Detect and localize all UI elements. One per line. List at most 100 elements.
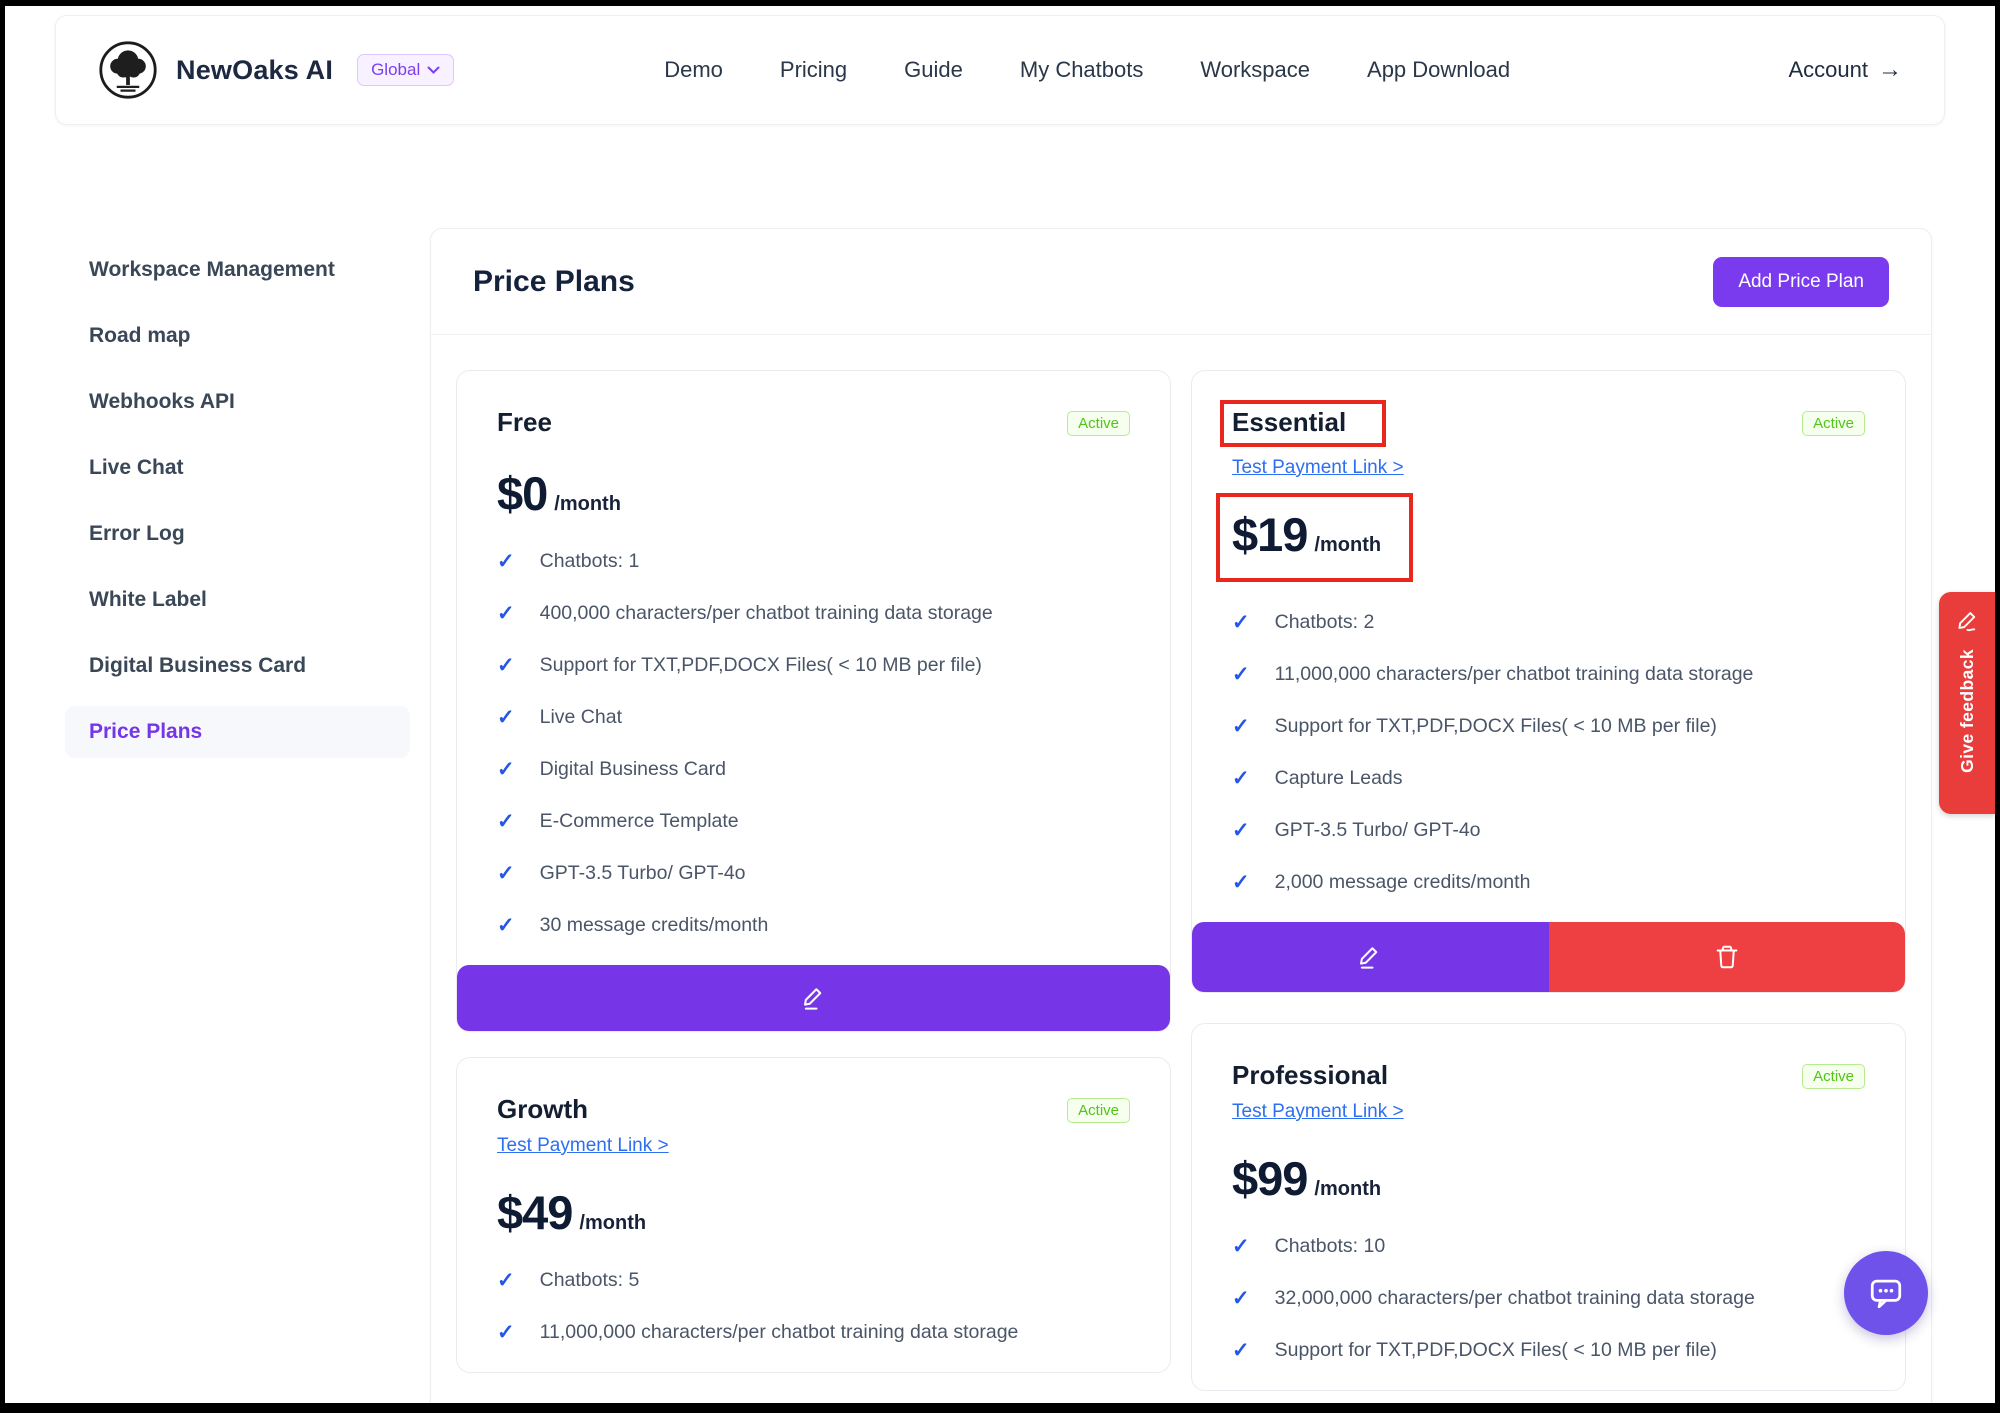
nav-link-app-download[interactable]: App Download [1367, 57, 1511, 82]
feedback-pencil-icon [1957, 612, 1975, 632]
plan-price: $99 [1232, 1152, 1308, 1205]
page: NewOaks AI Global Demo Pricing Guide My … [5, 6, 1995, 1403]
give-feedback-tab[interactable]: Give feedback [1939, 592, 1995, 814]
chevron-down-icon [427, 66, 440, 74]
edit-plan-button[interactable] [1192, 922, 1549, 992]
add-price-plan-button[interactable]: Add Price Plan [1713, 256, 1889, 307]
chat-bubble-icon [1870, 1279, 1902, 1309]
check-icon: ✓ [1232, 1339, 1250, 1362]
feature-item: Support for TXT,PDF,DOCX Files( < 10 MB … [1274, 715, 1717, 737]
check-icon: ✓ [497, 550, 515, 573]
card-actions [1192, 922, 1905, 992]
nav-link-pricing[interactable]: Pricing [779, 57, 848, 82]
sidebar-item-price-plans[interactable]: Price Plans [65, 706, 410, 758]
feature-item: E-Commerce Template [539, 810, 739, 832]
check-icon: ✓ [497, 654, 515, 677]
feature-item: Live Chat [539, 706, 622, 728]
sidebar: Workspace Management Road map Webhooks A… [65, 244, 410, 772]
check-icon: ✓ [1232, 767, 1250, 790]
tree-logo-icon [99, 41, 157, 99]
plan-period: /month [554, 493, 621, 515]
status-badge: Active [1802, 1064, 1865, 1089]
sidebar-item-workspace-management[interactable]: Workspace Management [89, 258, 335, 281]
trash-icon [1716, 945, 1738, 969]
test-payment-link[interactable]: Test Payment Link > [1232, 1101, 1404, 1122]
account-label: Account [1788, 57, 1869, 82]
account-menu[interactable]: Account → [1789, 56, 1903, 84]
plan-price: $49 [497, 1186, 573, 1239]
check-icon: ✓ [497, 602, 515, 625]
plan-card-essential: Essential Active Test Payment Link > $19… [1191, 370, 1906, 993]
plan-name: Professional [1232, 1060, 1389, 1090]
arrow-right-icon: → [1878, 56, 1902, 83]
sidebar-item-white-label[interactable]: White Label [89, 588, 207, 611]
feature-item: 32,000,000 characters/per chatbot traini… [1274, 1287, 1755, 1309]
sidebar-item-road-map[interactable]: Road map [89, 324, 191, 347]
check-icon: ✓ [1232, 611, 1250, 634]
check-icon: ✓ [497, 810, 515, 833]
check-icon: ✓ [1232, 663, 1250, 686]
feature-item: Chatbots: 1 [539, 550, 640, 572]
feature-item: 11,000,000 characters/per chatbot traini… [1274, 663, 1754, 685]
price-row: $0 /month [497, 466, 1130, 521]
sidebar-item-error-log[interactable]: Error Log [89, 522, 185, 545]
pencil-icon [803, 988, 821, 1010]
price-plans-panel: Price Plans Add Price Plan Free Active $… [430, 228, 1932, 1403]
nav-link-my-chatbots[interactable]: My Chatbots [1019, 57, 1144, 82]
top-navbar: NewOaks AI Global Demo Pricing Guide My … [55, 15, 1945, 125]
brand-name: NewOaks AI [176, 54, 334, 85]
sidebar-item-live-chat[interactable]: Live Chat [89, 456, 184, 479]
price-row: $49 /month [497, 1185, 1130, 1240]
check-icon: ✓ [1232, 1235, 1250, 1258]
nav-link-workspace[interactable]: Workspace [1200, 57, 1311, 82]
test-payment-link[interactable]: Test Payment Link > [497, 1135, 669, 1156]
check-icon: ✓ [497, 914, 515, 937]
feature-item: Chatbots: 2 [1274, 611, 1375, 633]
feature-item: Chatbots: 5 [539, 1269, 640, 1291]
sidebar-item-digital-business-card[interactable]: Digital Business Card [89, 654, 307, 677]
region-dropdown[interactable]: Global [357, 54, 455, 86]
check-icon: ✓ [497, 758, 515, 781]
plan-price: $0 [497, 467, 548, 520]
feature-item: Support for TXT,PDF,DOCX Files( < 10 MB … [539, 654, 982, 676]
sidebar-item-webhooks-api[interactable]: Webhooks API [89, 390, 235, 413]
test-payment-link[interactable]: Test Payment Link > [1232, 457, 1404, 478]
feature-list: ✓ Chatbots: 1 ✓ 400,000 characters/per cha… [497, 549, 1130, 938]
check-icon: ✓ [1232, 715, 1250, 738]
check-icon: ✓ [497, 706, 515, 729]
annotation-box-price: $19 /month [1216, 493, 1414, 582]
plan-period: /month [579, 1212, 647, 1234]
feature-list: ✓ Chatbots: 10 ✓ 32,000,000 characters/per… [1232, 1234, 1865, 1363]
panel-header: Price Plans Add Price Plan [431, 229, 1931, 335]
feature-item: 30 message credits/month [539, 914, 769, 936]
check-icon: ✓ [1232, 1287, 1250, 1310]
plan-name: Growth [497, 1094, 588, 1124]
plan-period: /month [1314, 1178, 1382, 1200]
plan-card-growth: Growth Active Test Payment Link > $49 /m… [456, 1057, 1171, 1373]
nav-link-demo[interactable]: Demo [664, 57, 723, 82]
annotation-box-title: Essential [1220, 400, 1387, 447]
feature-item: Chatbots: 10 [1274, 1235, 1386, 1257]
edit-plan-button[interactable] [457, 965, 1170, 1031]
cards-column-right: Essential Active Test Payment Link > $19… [1191, 370, 1906, 1391]
chat-widget-button[interactable] [1844, 1251, 1928, 1335]
plan-name: Free [497, 407, 552, 437]
card-actions [457, 965, 1170, 1031]
feature-list: ✓ Chatbots: 2 ✓ 11,000,000 characters/per … [1232, 610, 1865, 895]
cards-column-left: Free Active $0 /month ✓ Chatbots: 1 ✓ 400,… [456, 370, 1171, 1373]
status-badge: Active [1802, 411, 1865, 436]
delete-plan-button[interactable] [1548, 922, 1905, 992]
feature-item: 400,000 characters/per chatbot training … [539, 602, 993, 624]
feature-item: GPT-3.5 Turbo/ GPT-4o [539, 862, 746, 884]
check-icon: ✓ [497, 1269, 515, 1292]
feature-item: GPT-3.5 Turbo/ GPT-4o [1274, 819, 1481, 841]
brand[interactable]: NewOaks AI [98, 40, 333, 100]
plan-name: Essential [1232, 407, 1347, 437]
check-icon: ✓ [1232, 819, 1250, 842]
feature-item: Support for TXT,PDF,DOCX Files( < 10 MB … [1274, 1339, 1717, 1361]
check-icon: ✓ [497, 1321, 515, 1344]
nav-link-guide[interactable]: Guide [904, 57, 963, 82]
feature-item: 2,000 message credits/month [1274, 871, 1531, 893]
price-row: $19 /month [1232, 507, 1381, 562]
feature-item: 11,000,000 characters/per chatbot traini… [539, 1321, 1019, 1343]
